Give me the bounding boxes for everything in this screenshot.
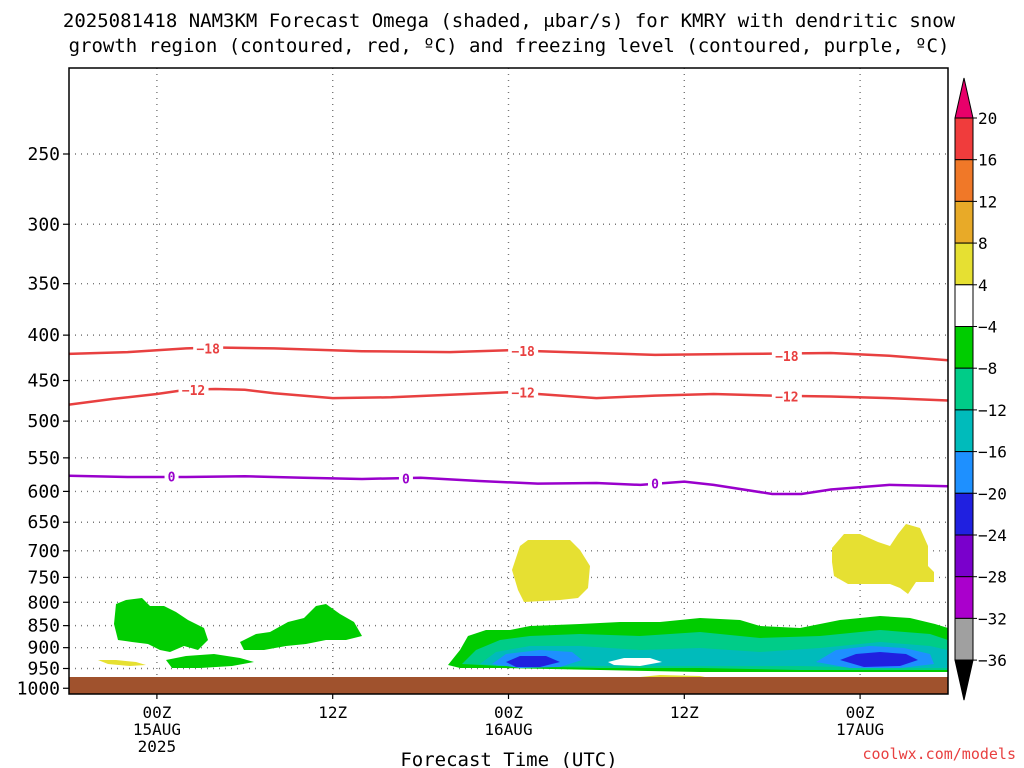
chart-title-line-2: growth region (contoured, red, ºC) and f… [69, 35, 950, 57]
colorbar-box-1 [954, 117, 974, 161]
contour-label-bg-2-2 [648, 475, 662, 492]
omega-area-darkblue-1 [506, 656, 560, 667]
y-tick-label-450: 450 [27, 371, 60, 392]
contour-line-2 [69, 474, 948, 496]
x-tick-label-0-1: 00Z [142, 703, 171, 722]
colorbar-bottom-arrow [954, 659, 974, 701]
colorbar-box-11 [954, 534, 974, 578]
contour-label-bg-1-0 [178, 381, 209, 398]
colorbar-box-13 [954, 617, 974, 661]
y-tick-label-250: 250 [27, 144, 60, 165]
y-tick-label-650: 650 [27, 512, 60, 533]
y-tick-label-900: 900 [27, 638, 60, 659]
colorbar: 20 16 12 8 4 −4 −8 −12 −16 −20 −24 −28 −32 −36 [954, 77, 1007, 701]
credit-text: coolwx.com/models [862, 745, 1016, 763]
contour-label-1-0: −12 [182, 384, 205, 399]
grid-lines [69, 68, 948, 694]
colorbar-label-3: 8 [978, 234, 988, 253]
x-tick-label-4-1: 00Z [846, 703, 875, 722]
y-tick-label-550: 550 [27, 448, 60, 469]
y-tick-label-850: 850 [27, 616, 60, 637]
colorbar-label-6: −8 [978, 359, 997, 378]
omega-area-darkblue-2 [840, 652, 918, 667]
terrain-ground [69, 677, 948, 694]
colorbar-box-3 [954, 200, 974, 244]
colorbar-label-7: −12 [978, 401, 1007, 420]
colorbar-box-6 [954, 326, 974, 369]
colorbar-box-5 [954, 284, 974, 327]
colorbar-label-12: −32 [978, 609, 1007, 628]
omega-area-yellow-3 [832, 524, 934, 594]
colorbar-box-7 [954, 367, 974, 411]
omega-area-white-hole [608, 658, 662, 666]
y-tick-label-800: 800 [27, 592, 60, 613]
omega-area-yellow-2 [512, 540, 590, 602]
contour-label-bg-0-1 [508, 343, 539, 360]
x-tick-label-2-1: 00Z [494, 703, 523, 722]
contour-label-0-0: −18 [196, 342, 220, 357]
contour-label-bg-0-2 [771, 347, 802, 364]
contour-label-2-2: 0 [651, 478, 659, 493]
colorbar-box-2 [954, 159, 974, 202]
colorbar-label-11: −28 [978, 568, 1007, 587]
y-tick-label-750: 750 [27, 567, 60, 588]
contour-label-1-2: −12 [775, 390, 798, 405]
x-tick-label-2-2: 16AUG [484, 720, 532, 739]
x-axis-label: Forecast Time (UTC) [400, 749, 617, 768]
contour-label-0-2: −18 [775, 350, 799, 365]
colorbar-box-9 [954, 451, 974, 494]
colorbar-label-13: −36 [978, 651, 1007, 670]
y-tick-label-700: 700 [27, 541, 60, 562]
x-tick-label-1-1: 12Z [318, 703, 347, 722]
contour-label-bg-1-2 [771, 388, 802, 405]
x-tick-label-0-2: 15AUG [133, 720, 181, 739]
contour-label-bg-2-0 [164, 468, 179, 485]
colorbar-box-10 [954, 492, 974, 536]
y-tick-label-950: 950 [27, 658, 60, 679]
colorbar-top-arrow [954, 77, 974, 119]
omega-area-green-3 [240, 604, 362, 650]
colorbar-label-0: 20 [978, 109, 997, 128]
colorbar-box-4 [954, 242, 974, 286]
colorbar-label-5: −4 [978, 318, 997, 337]
omega-area-green-1 [114, 598, 208, 652]
contour-label-1-1: −12 [511, 386, 534, 401]
y-tick-label-1000: 1000 [17, 678, 60, 699]
y-tick-label-300: 300 [27, 214, 60, 235]
colorbar-label-8: −16 [978, 443, 1007, 462]
x-tick-label-3-1: 12Z [670, 703, 699, 722]
temperature-contours: −18 −18 −18 −12 −12 −12 0 0 0 [69, 340, 948, 496]
colorbar-label-10: −24 [978, 526, 1007, 545]
contour-label-2-1: 0 [402, 472, 410, 487]
contour-label-bg-2-1 [398, 470, 413, 487]
colorbar-label-9: −20 [978, 484, 1007, 503]
y-tick-label-350: 350 [27, 274, 60, 295]
contour-label-0-1: −18 [511, 345, 535, 360]
chart-title-line-1: 2025081418 NAM3KM Forecast Omega (shaded… [63, 10, 956, 32]
y-axis: 2503003504004505005506006507007508008509… [17, 144, 69, 699]
omega-area-yellow-1 [98, 660, 146, 666]
omega-shading [69, 524, 948, 694]
colorbar-label-2: 12 [978, 192, 997, 211]
colorbar-label-1: 16 [978, 151, 997, 170]
contour-label-2-0: 0 [168, 470, 176, 485]
colorbar-box-8 [954, 409, 974, 453]
y-tick-label-500: 500 [27, 411, 60, 432]
contour-label-bg-1-1 [508, 384, 539, 401]
colorbar-label-4: 4 [978, 276, 988, 295]
y-tick-label-600: 600 [27, 481, 60, 502]
x-tick-label-4-2: 17AUG [836, 720, 884, 739]
x-tick-label-0-3: 2025 [138, 737, 177, 756]
contour-label-bg-0-0 [193, 340, 224, 357]
y-tick-label-400: 400 [27, 325, 60, 346]
colorbar-box-12 [954, 576, 974, 619]
omega-area-green-2 [166, 654, 254, 668]
